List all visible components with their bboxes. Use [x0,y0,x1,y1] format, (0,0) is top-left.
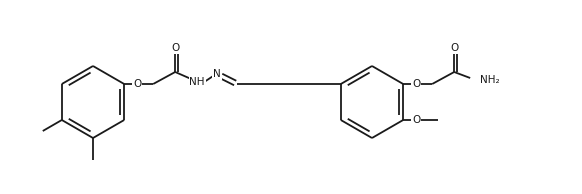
Text: O: O [171,43,179,53]
Text: N: N [213,69,221,79]
Text: O: O [133,79,141,89]
Text: NH: NH [189,77,205,87]
Text: NH₂: NH₂ [480,75,500,85]
Text: O: O [450,43,458,53]
Text: O: O [412,79,420,89]
Text: O: O [412,115,420,125]
